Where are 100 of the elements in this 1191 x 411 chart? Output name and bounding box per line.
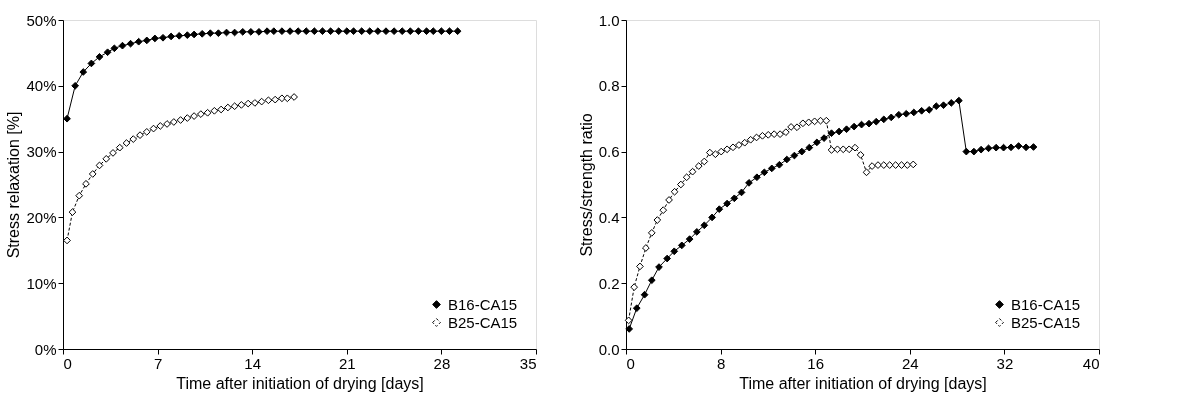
point (685, 235, 694, 243)
point (214, 29, 223, 38)
point (71, 81, 80, 90)
point (175, 31, 184, 40)
point (793, 123, 801, 132)
point (294, 27, 302, 36)
y-axis-title: Stress/strength ratio (577, 113, 595, 257)
point (737, 188, 746, 197)
point (210, 106, 219, 115)
y-tick-label: 0.8 (598, 77, 620, 95)
point (816, 116, 825, 125)
point (115, 143, 124, 152)
y-tick-label: 30% (26, 143, 57, 161)
point (318, 27, 327, 36)
point (764, 130, 773, 139)
point (746, 135, 755, 144)
point (677, 241, 686, 250)
point (799, 119, 807, 128)
point (805, 143, 814, 152)
point (640, 290, 649, 299)
point (82, 179, 90, 188)
point (647, 276, 656, 285)
point (264, 96, 273, 105)
y-tick-label: 10% (26, 274, 57, 292)
legend-label: B25-CA15 (448, 313, 518, 331)
point (278, 94, 286, 103)
point (677, 180, 685, 189)
point (246, 27, 255, 36)
point (868, 162, 876, 170)
point (190, 112, 198, 120)
x-axis-title: Time after initiation of drying [days] (176, 374, 424, 392)
point (984, 144, 993, 153)
point (850, 122, 858, 131)
point (740, 138, 749, 147)
x-tick-label: 8 (716, 354, 726, 372)
point (183, 114, 192, 122)
point (198, 29, 207, 38)
point (760, 168, 769, 177)
point (126, 39, 135, 48)
point (857, 120, 866, 129)
point (827, 146, 836, 154)
point (745, 179, 753, 187)
point (872, 117, 881, 126)
y-tick-label: 0.4 (598, 208, 620, 226)
point (790, 151, 799, 160)
point (342, 27, 351, 36)
point (95, 52, 104, 61)
point (326, 27, 335, 36)
point (700, 221, 709, 230)
point (992, 143, 1000, 152)
legend-label: B25-CA15 (1011, 313, 1081, 331)
point (142, 128, 151, 136)
point (382, 27, 390, 36)
point (642, 244, 650, 252)
point (1022, 143, 1030, 152)
point (453, 27, 462, 36)
point (632, 304, 641, 313)
x-tick-label: 0 (626, 354, 635, 372)
point (238, 27, 247, 36)
point (302, 27, 311, 36)
point (782, 155, 791, 164)
point (804, 118, 813, 127)
point (717, 147, 726, 156)
y-tick-label: 20% (26, 208, 57, 226)
point (909, 160, 918, 169)
point (776, 130, 784, 139)
point (365, 27, 374, 36)
point (723, 199, 731, 208)
point (862, 168, 871, 177)
point (692, 228, 701, 236)
point (894, 110, 903, 119)
point (310, 27, 319, 36)
x-tick-label: 24 (901, 354, 919, 372)
point (122, 139, 131, 147)
point (217, 105, 225, 114)
y-tick-label: 50% (26, 11, 57, 29)
point (932, 102, 941, 111)
point (659, 206, 668, 215)
point (263, 27, 271, 36)
point (887, 113, 896, 122)
point (257, 97, 266, 106)
point (1007, 143, 1015, 152)
x-tick-label: 40 (1082, 354, 1100, 372)
point (244, 99, 252, 108)
point (999, 143, 1008, 152)
point (75, 191, 84, 200)
point (917, 106, 926, 115)
point (255, 27, 263, 36)
point (230, 102, 239, 111)
point (636, 262, 644, 271)
x-tick-label: 32 (996, 354, 1014, 372)
point (970, 147, 978, 156)
y-tick-label: 0.6 (598, 143, 620, 161)
point (129, 135, 138, 143)
point (68, 208, 77, 216)
point (271, 95, 280, 104)
point (663, 254, 672, 263)
point (735, 141, 743, 149)
x-tick-label: 14 (244, 354, 262, 372)
point (902, 109, 911, 118)
